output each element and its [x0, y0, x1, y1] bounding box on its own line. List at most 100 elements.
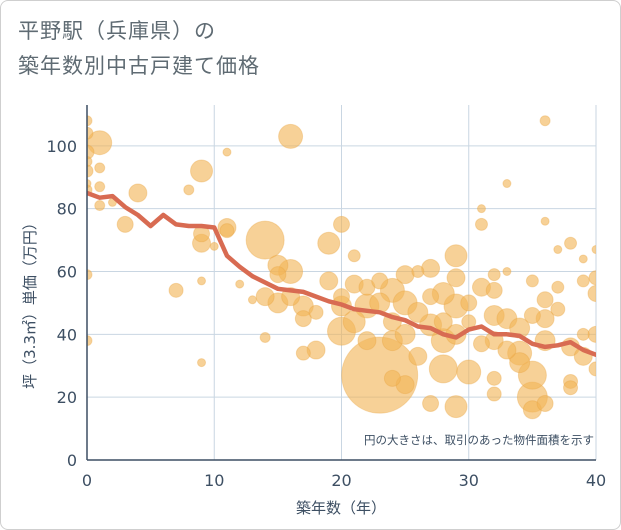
data-bubble [247, 295, 257, 305]
data-bubble [407, 301, 429, 323]
data-bubble [550, 301, 566, 317]
data-bubble [209, 241, 219, 251]
data-bubble [87, 335, 93, 347]
data-bubble [278, 123, 304, 149]
data-bubble [486, 370, 502, 386]
y-axis-label: 坪（3.3㎡）単価（万円） [21, 215, 39, 389]
data-bubble [576, 327, 590, 341]
data-bubble [87, 156, 93, 168]
data-bubble [588, 270, 596, 286]
data-bubble [395, 265, 415, 285]
data-bubble [421, 258, 441, 278]
data-bubble [497, 340, 517, 360]
data-bubble [87, 164, 94, 178]
data-bubble [128, 183, 148, 203]
y-tick-label: 20 [57, 388, 77, 407]
data-bubble [87, 269, 93, 281]
data-bubble [87, 115, 93, 127]
data-bubble [168, 282, 184, 298]
data-bubble [183, 184, 195, 196]
data-bubble [472, 335, 490, 353]
data-bubble [422, 394, 440, 412]
data-bubble [487, 268, 501, 282]
data-bubble [485, 281, 503, 299]
data-bubble [563, 380, 579, 396]
data-bubble [460, 294, 478, 312]
data-bubble [551, 280, 565, 294]
trend-series [87, 190, 596, 358]
data-bubble [456, 359, 482, 385]
data-bubble [383, 369, 401, 387]
data-bubble [245, 220, 285, 260]
data-bubble [523, 306, 541, 324]
data-bubble [474, 217, 488, 231]
data-bubble [444, 244, 468, 268]
data-bubble [525, 274, 539, 288]
data-bubble [408, 346, 428, 366]
data-bubble [588, 361, 596, 377]
chart-title-line-2: 築年数別中古戸建て価格 [18, 54, 260, 78]
data-bubble [317, 231, 341, 255]
data-bubble [502, 179, 512, 189]
data-bubble [347, 249, 361, 263]
data-bubble [411, 265, 425, 279]
data-bubble [444, 395, 468, 419]
data-bubble [259, 331, 271, 343]
x-tick-label: 0 [82, 471, 92, 490]
y-tick-label: 0 [67, 451, 77, 470]
data-bubble [591, 245, 596, 255]
trend-line [87, 190, 596, 358]
data-bubble [219, 223, 235, 239]
chart-title-line-1: 平野駅（兵庫県）の [18, 19, 216, 43]
data-bubble [116, 215, 134, 233]
data-bubble [341, 336, 419, 414]
y-tick-label: 60 [57, 263, 77, 282]
data-bubble [294, 310, 312, 328]
data-bubble [536, 394, 554, 412]
x-tick-label: 30 [459, 471, 479, 490]
x-tick-label: 40 [586, 471, 606, 490]
data-bubble [539, 115, 551, 127]
data-bubble [87, 126, 94, 140]
data-bubble [308, 304, 324, 320]
data-bubble [446, 268, 466, 288]
data-bubble [235, 279, 245, 289]
y-tick-label: 80 [57, 200, 77, 219]
data-bubble [578, 254, 588, 264]
chart-title: 平野駅（兵庫県）の 築年数別中古戸建て価格 [18, 14, 260, 84]
data-bubble [269, 266, 287, 284]
data-bubble [94, 181, 106, 193]
data-bubble [540, 216, 550, 226]
data-bubble [222, 147, 232, 157]
data-bubble [87, 179, 92, 189]
data-bubble [536, 291, 554, 309]
data-bubble [371, 272, 389, 290]
grid-lines [87, 105, 597, 460]
x-tick-label: 10 [204, 471, 224, 490]
axes: 0 10 20 30 40 0 20 40 60 80 100 [46, 105, 606, 490]
data-bubble [94, 162, 106, 174]
data-bubble [428, 354, 458, 384]
data-bubble [333, 215, 350, 233]
data-bubble [255, 287, 275, 307]
data-bubble [553, 245, 563, 255]
data-bubble [476, 204, 486, 214]
data-bubble [319, 271, 339, 291]
data-bubble [197, 276, 207, 286]
bubble-series [87, 115, 596, 420]
data-bubble [587, 284, 596, 302]
data-bubble [190, 159, 214, 183]
data-bubble [502, 267, 512, 277]
y-tick-label: 100 [46, 137, 77, 156]
x-tick-label: 20 [331, 471, 351, 490]
data-bubble [422, 288, 440, 306]
y-tick-label: 40 [57, 325, 77, 344]
x-axis-label: 築年数（年） [296, 499, 386, 517]
data-bubble [94, 200, 106, 212]
data-bubble [486, 386, 502, 402]
data-bubble [357, 331, 377, 351]
data-bubble [197, 358, 207, 368]
data-bubble [394, 323, 416, 345]
data-bubble [509, 352, 531, 374]
